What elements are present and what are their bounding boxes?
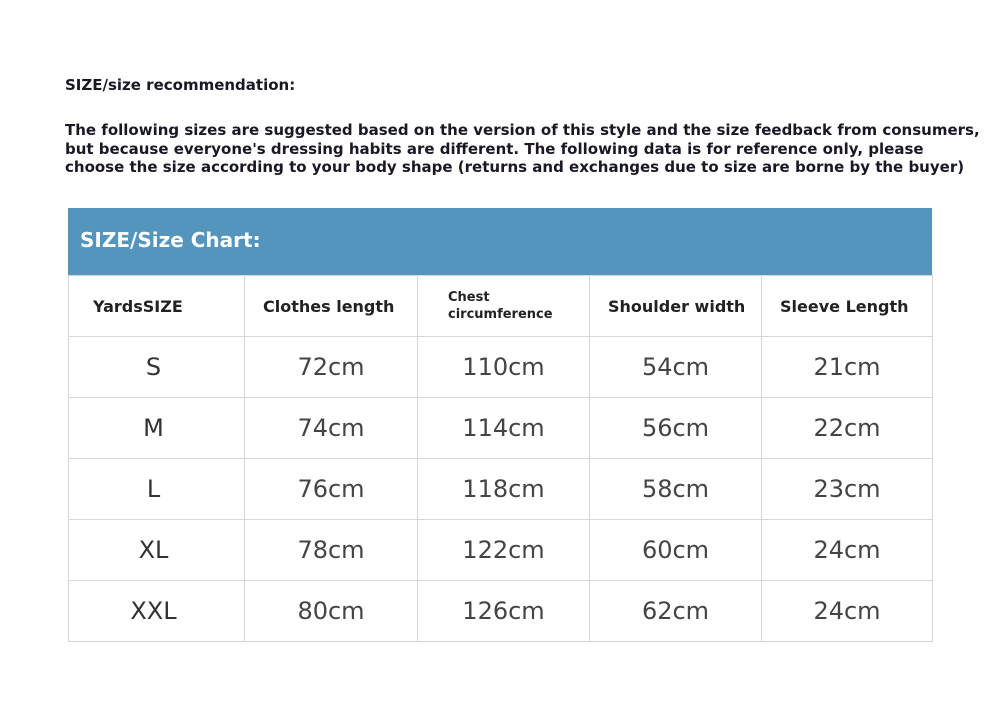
- paragraph-line: but because everyone's dressing habits a…: [65, 139, 924, 158]
- size-cell: L: [68, 458, 245, 520]
- measurement-cell: 74cm: [244, 397, 418, 459]
- measurement-cell: 80cm: [244, 580, 418, 642]
- measurement-cell: 72cm: [244, 336, 418, 398]
- measurement-cell: 122cm: [417, 519, 590, 581]
- size-table: YardsSIZE Clothes length Chest circumferen…: [68, 275, 933, 642]
- measurement-cell: 21cm: [761, 336, 933, 398]
- measurement-cell: 114cm: [417, 397, 590, 459]
- measurement-cell: 22cm: [761, 397, 933, 459]
- measurement-cell: 76cm: [244, 458, 418, 520]
- measurement-cell: 118cm: [417, 458, 590, 520]
- header-row: YardsSIZE Clothes length Chest circumferen…: [68, 275, 933, 337]
- size-cell: M: [68, 397, 245, 459]
- section-title: SIZE/size recommendation:: [65, 76, 296, 94]
- table-row: M 74cm 114cm 56cm 22cm: [68, 397, 933, 459]
- measurement-cell: 126cm: [417, 580, 590, 642]
- column-header: Shoulder width: [589, 275, 762, 337]
- column-header: Chest circumference: [417, 275, 590, 337]
- measurement-cell: 62cm: [589, 580, 762, 642]
- column-header: Clothes length: [244, 275, 418, 337]
- measurement-cell: 24cm: [761, 519, 933, 581]
- measurement-cell: 54cm: [589, 336, 762, 398]
- measurement-cell: 24cm: [761, 580, 933, 642]
- chart-header-band: SIZE/Size Chart:: [68, 208, 932, 275]
- size-cell: XXL: [68, 580, 245, 642]
- measurement-cell: 23cm: [761, 458, 933, 520]
- measurement-cell: 60cm: [589, 519, 762, 581]
- measurement-cell: 78cm: [244, 519, 418, 581]
- measurement-cell: 56cm: [589, 397, 762, 459]
- table-row: XL 78cm 122cm 60cm 24cm: [68, 519, 933, 581]
- measurement-cell: 58cm: [589, 458, 762, 520]
- paragraph-line: The following sizes are suggested based …: [65, 121, 980, 139]
- column-header: Sleeve Length: [761, 275, 933, 337]
- column-header: YardsSIZE: [68, 275, 245, 337]
- size-cell: S: [68, 336, 245, 398]
- table-row: XXL 80cm 126cm 62cm 24cm: [68, 580, 933, 642]
- table-row: S 72cm 110cm 54cm 21cm: [68, 336, 933, 398]
- recommendation-text: The following sizes are suggested based …: [65, 121, 980, 177]
- paragraph-line: choose the size according to your body s…: [65, 158, 965, 176]
- size-cell: XL: [68, 519, 245, 581]
- chart-title: SIZE/Size Chart:: [80, 228, 261, 252]
- measurement-cell: 110cm: [417, 336, 590, 398]
- table-row: L 76cm 118cm 58cm 23cm: [68, 458, 933, 520]
